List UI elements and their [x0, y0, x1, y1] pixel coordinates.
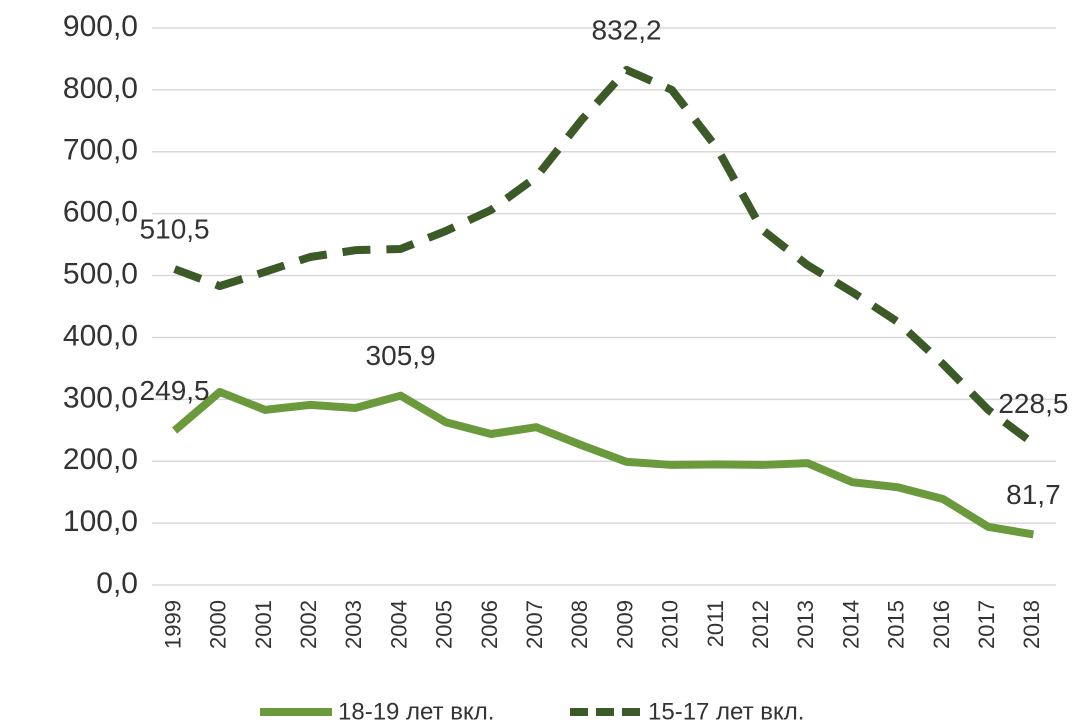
- x-tick-label: 2018: [1019, 600, 1044, 649]
- x-tick-label: 2002: [296, 600, 321, 649]
- data-label: 832,2: [592, 14, 662, 45]
- y-tick-label: 900,0: [63, 10, 138, 43]
- x-tick-label: 2014: [838, 600, 863, 649]
- y-tick-label: 100,0: [63, 505, 138, 538]
- x-tick-label: 2001: [251, 600, 276, 649]
- x-tick-label: 2010: [658, 600, 683, 649]
- series-line: [173, 65, 1036, 447]
- y-tick-label: 700,0: [63, 134, 138, 167]
- data-label: 249,5: [140, 375, 210, 406]
- y-tick-label: 500,0: [63, 257, 138, 290]
- data-label: 81,7: [1006, 479, 1061, 510]
- y-tick-label: 400,0: [63, 319, 138, 352]
- y-tick-label: 0,0: [96, 567, 138, 600]
- x-tick-label: 2004: [386, 600, 411, 649]
- x-tick-label: 2003: [341, 600, 366, 649]
- x-tick-label: 2017: [974, 600, 999, 649]
- x-tick-label: 1999: [160, 600, 185, 649]
- x-tick-label: 2012: [748, 600, 773, 649]
- x-tick-label: 2000: [206, 600, 231, 649]
- legend-label: 15-17 лет вкл.: [648, 698, 804, 725]
- x-tick-label: 2016: [929, 600, 954, 649]
- data-label: 510,5: [140, 213, 210, 244]
- x-tick-label: 2005: [432, 600, 457, 649]
- x-tick-label: 2015: [884, 600, 909, 649]
- x-tick-label: 2008: [567, 600, 592, 649]
- y-tick-label: 800,0: [63, 72, 138, 105]
- data-label: 305,9: [366, 340, 436, 371]
- x-tick-label: 2011: [703, 600, 728, 647]
- y-tick-label: 600,0: [63, 196, 138, 229]
- x-tick-label: 2006: [477, 600, 502, 649]
- y-tick-label: 300,0: [63, 381, 138, 414]
- series-line: [171, 387, 1035, 539]
- x-tick-label: 2009: [612, 600, 637, 649]
- x-tick-label: 2013: [793, 600, 818, 649]
- data-label: 228,5: [998, 388, 1068, 419]
- x-tick-label: 2007: [522, 600, 547, 649]
- legend-label: 18-19 лет вкл.: [338, 698, 494, 725]
- y-tick-label: 200,0: [63, 443, 138, 476]
